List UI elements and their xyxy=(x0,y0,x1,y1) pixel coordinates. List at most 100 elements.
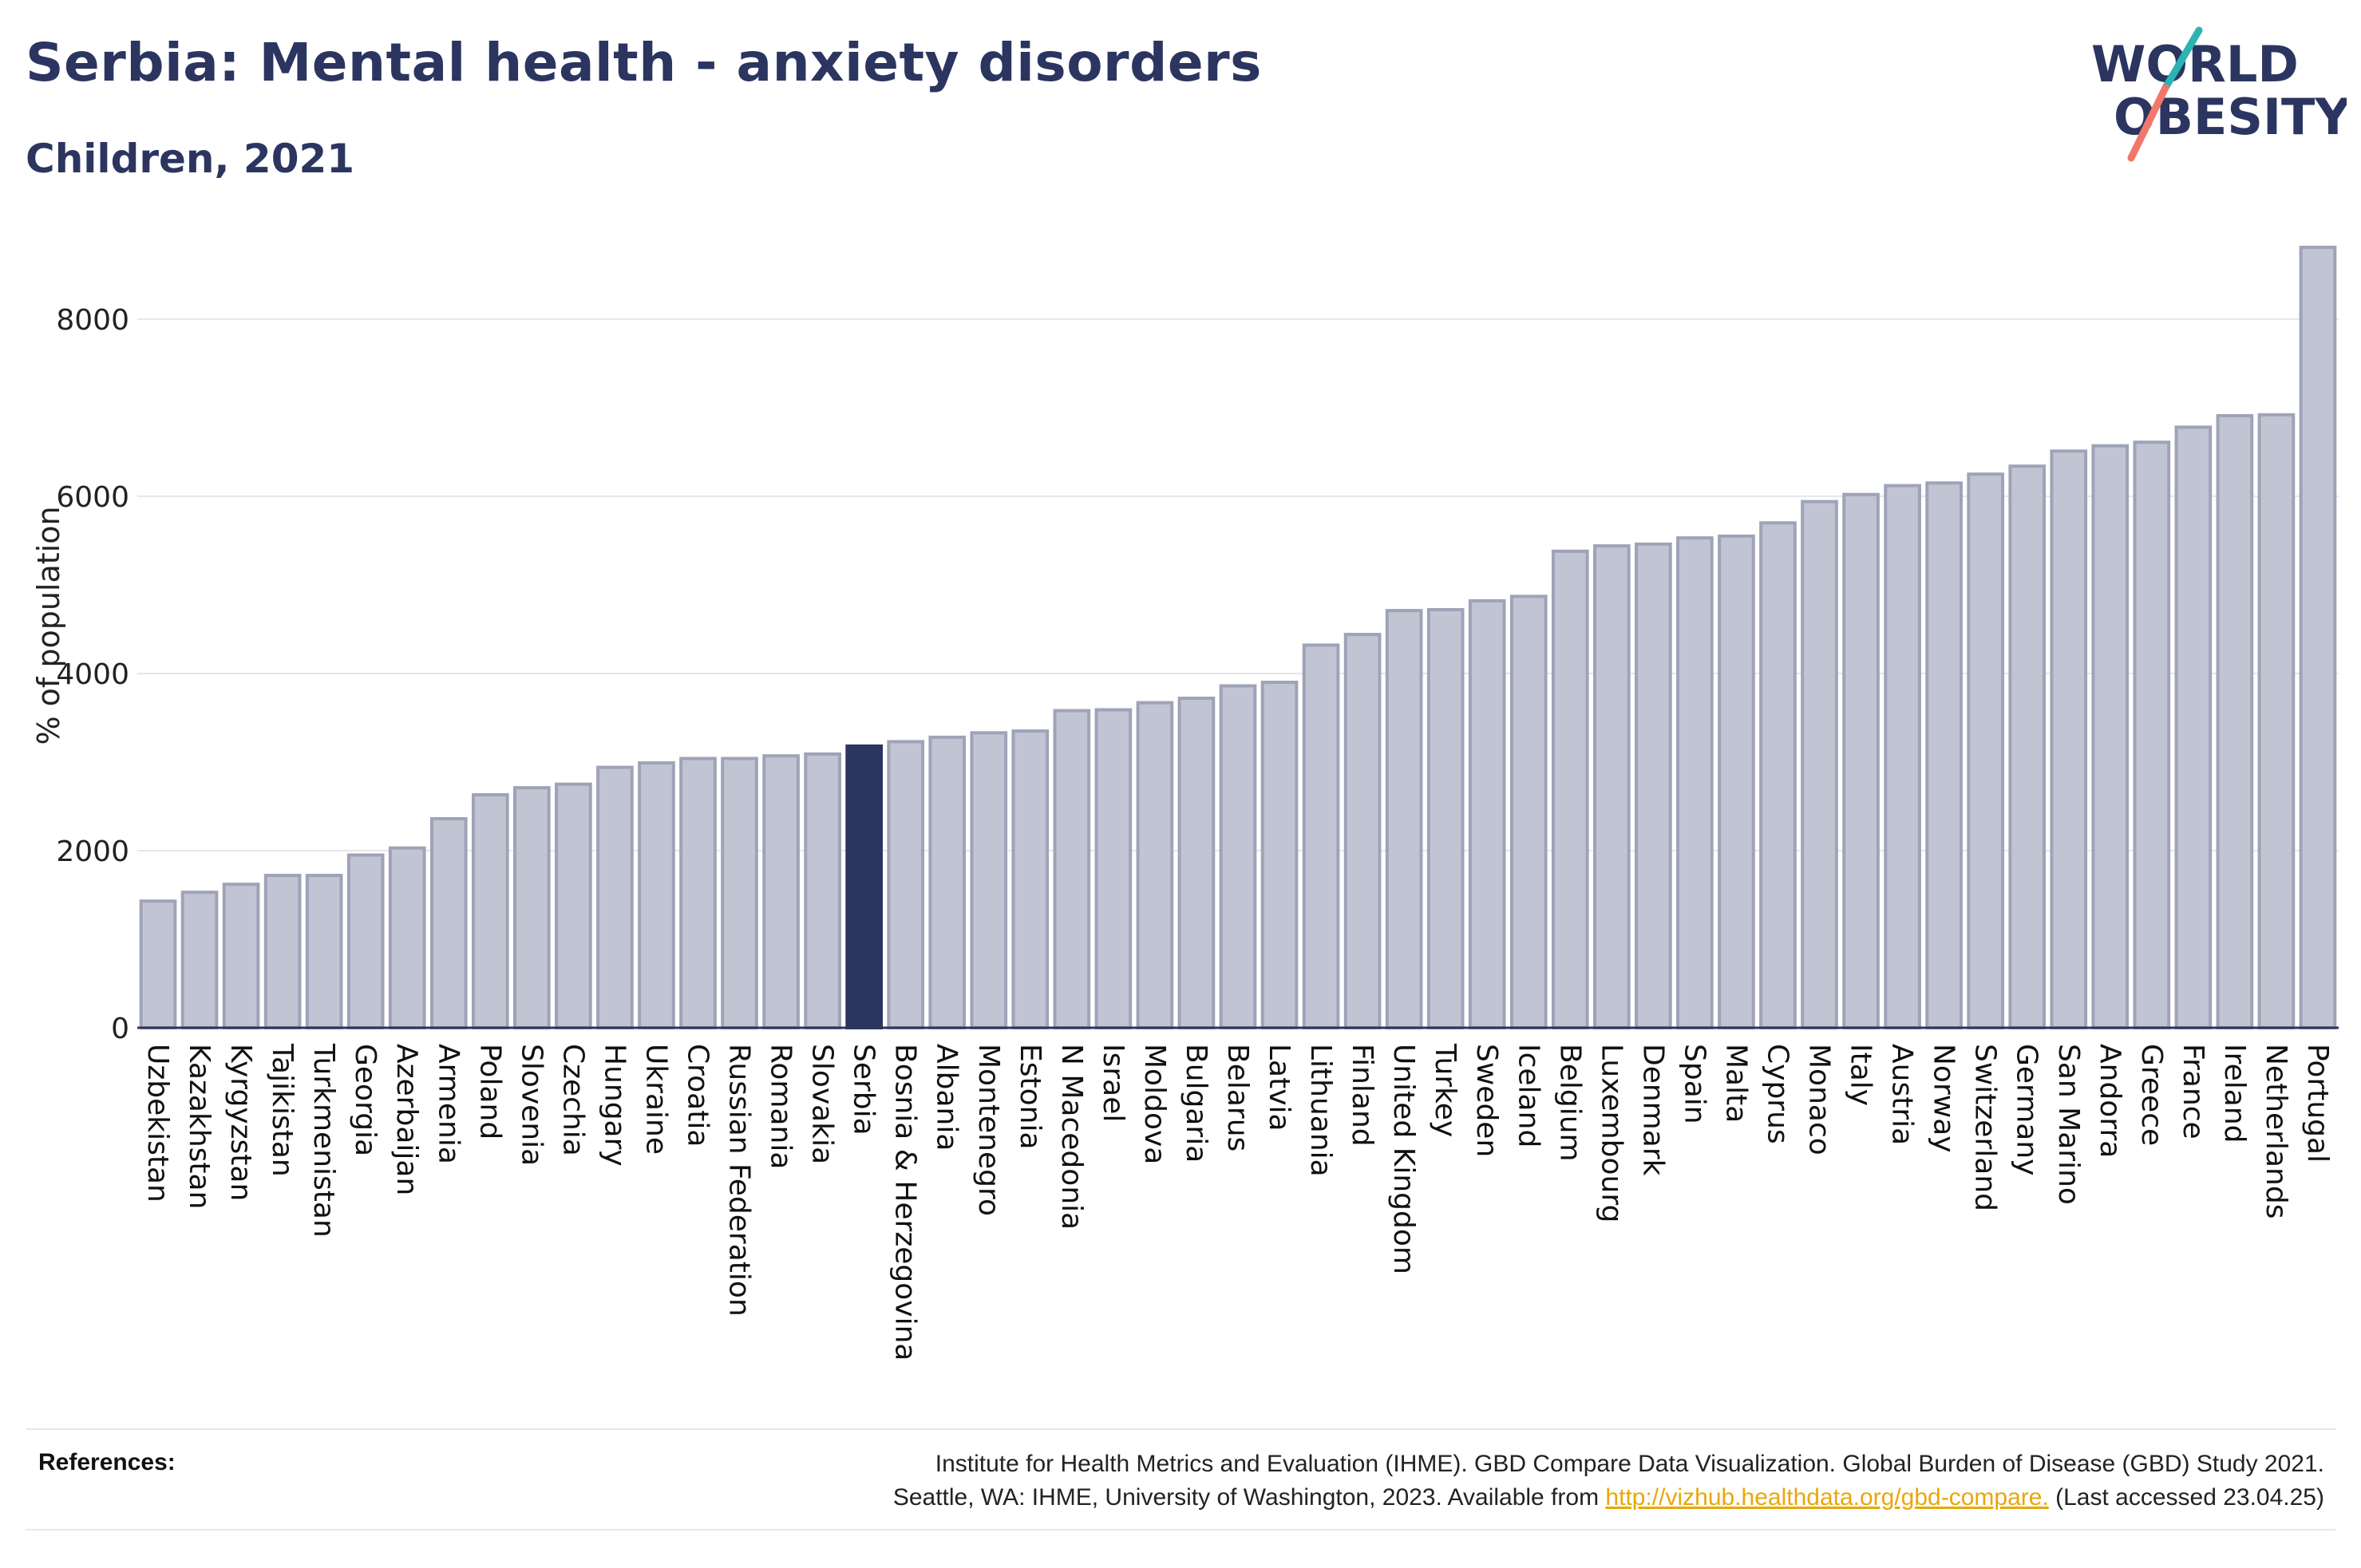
y-tick-label: 0 xyxy=(111,1013,129,1045)
bar xyxy=(928,735,967,1029)
x-tick-label: Belarus xyxy=(1221,1044,1254,1151)
x-tick-label: Bulgaria xyxy=(1180,1044,1212,1163)
x-tick-label: Belgium xyxy=(1553,1044,1586,1162)
bar xyxy=(2174,425,2213,1029)
references-text: Institute for Health Metrics and Evaluat… xyxy=(893,1448,2324,1515)
x-tick-label: N Macedonia xyxy=(1055,1044,1088,1230)
bar xyxy=(887,740,925,1029)
x-tick-label: Lithuania xyxy=(1304,1044,1337,1177)
references-link[interactable]: http://vizhub.healthdata.org/gbd-compare… xyxy=(1605,1484,2049,1511)
bar xyxy=(2216,413,2254,1029)
x-tick-label: Kyrgyzstan xyxy=(224,1044,257,1201)
bar xyxy=(1260,681,1299,1029)
bar xyxy=(2050,449,2088,1029)
bar xyxy=(2299,245,2337,1029)
bar xyxy=(638,761,675,1029)
bar xyxy=(1759,521,1797,1029)
x-tick-label: Germany xyxy=(2011,1044,2043,1175)
bar xyxy=(762,754,800,1029)
bar xyxy=(1676,536,1714,1029)
y-axis-label: % of population xyxy=(31,506,66,745)
bar xyxy=(305,874,343,1029)
bar-chart: 0 2000 4000 6000 8000 Uzbekistan Kazakhstan Ky… xyxy=(31,245,2339,1361)
x-tick-label: Slovakia xyxy=(806,1044,839,1164)
bar xyxy=(1967,472,2005,1029)
bar xyxy=(679,756,717,1029)
logo-line1: WORLD xyxy=(2091,35,2299,93)
bar xyxy=(2091,444,2130,1029)
x-tick-label: Uzbekistan xyxy=(141,1044,174,1203)
bar xyxy=(139,899,177,1029)
x-tick-label: Russian Federation xyxy=(723,1044,756,1317)
x-tick-label: Slovenia xyxy=(515,1044,548,1166)
chart-title: Serbia: Mental health - anxiety disorder… xyxy=(26,32,1262,93)
x-tick-label: Italy xyxy=(1845,1044,1877,1106)
references-label: References: xyxy=(38,1449,176,1475)
x-tick-label: Andorra xyxy=(2094,1044,2126,1158)
x-tick-label: Armenia xyxy=(432,1044,465,1164)
bar xyxy=(804,752,841,1029)
y-tick-label: 4000 xyxy=(56,658,129,691)
bar xyxy=(180,891,219,1030)
x-tick-label: Portugal xyxy=(2301,1044,2334,1163)
world-obesity-logo: WORLD OBESITY xyxy=(2091,26,2347,162)
x-tick-label: Turkmenistan xyxy=(307,1043,340,1238)
bar xyxy=(1094,708,1133,1029)
bar xyxy=(1925,481,1963,1029)
x-tick-label: Ireland xyxy=(2218,1044,2251,1143)
chart-subtitle: Children, 2021 xyxy=(26,136,355,182)
bar xyxy=(1177,697,1216,1029)
bar xyxy=(1593,544,1631,1029)
x-axis-labels: Uzbekistan Kazakhstan Kyrgyzstan Tajikistan… xyxy=(141,1043,2334,1361)
bar xyxy=(346,853,385,1029)
bar-highlight xyxy=(845,744,883,1029)
logo-slash-teal xyxy=(2161,26,2203,92)
references-line1: Institute for Health Metrics and Evaluat… xyxy=(935,1451,2324,1477)
references-line2-suffix: (Last accessed 23.04.25) xyxy=(2048,1484,2324,1511)
bar xyxy=(1053,709,1091,1029)
x-tick-label: Denmark xyxy=(1636,1044,1669,1176)
x-tick-label: Latvia xyxy=(1263,1044,1295,1132)
bar xyxy=(2257,413,2296,1029)
x-tick-label: Austria xyxy=(1886,1044,1919,1145)
y-tick-label: 2000 xyxy=(56,835,129,868)
x-tick-label: Monaco xyxy=(1803,1044,1836,1155)
x-tick-label: Greece xyxy=(2135,1044,2168,1146)
x-tick-label: Hungary xyxy=(598,1044,631,1167)
x-tick-label: San Marino xyxy=(2052,1044,2085,1205)
bar xyxy=(1385,609,1423,1029)
bar xyxy=(1011,729,1050,1029)
x-tick-label: Bosnia & Herzegovina xyxy=(889,1044,922,1361)
x-tick-label: Georgia xyxy=(349,1044,382,1156)
y-tick-label: 8000 xyxy=(56,304,129,337)
bar xyxy=(721,756,758,1029)
bar xyxy=(1343,633,1382,1029)
bar xyxy=(1468,598,1506,1029)
x-tick-label: Poland xyxy=(473,1044,506,1139)
bars xyxy=(139,245,2337,1030)
bar xyxy=(1635,542,1672,1029)
x-tick-label: Serbia xyxy=(848,1044,880,1136)
bar xyxy=(2133,440,2171,1029)
bar xyxy=(1842,492,1880,1029)
references-line2: Seattle, WA: IHME, University of Washing… xyxy=(893,1481,2324,1515)
bar xyxy=(388,846,426,1030)
bar xyxy=(429,817,468,1029)
bar xyxy=(1884,484,1921,1029)
x-tick-label: Cyprus xyxy=(1761,1044,1793,1144)
x-tick-label: Estonia xyxy=(1014,1044,1046,1150)
x-tick-label: United Kingdom xyxy=(1387,1044,1420,1274)
x-tick-label: Israel xyxy=(1097,1044,1129,1122)
bar xyxy=(2008,464,2047,1029)
x-tick-label: Turkey xyxy=(1429,1043,1461,1137)
bar xyxy=(1302,643,1340,1029)
x-tick-label: Romania xyxy=(765,1044,797,1169)
bar xyxy=(1718,534,1755,1029)
x-tick-label: Czechia xyxy=(556,1044,589,1156)
x-tick-label: Spain xyxy=(1678,1044,1710,1124)
x-tick-label: Netherlands xyxy=(2260,1044,2292,1218)
bar xyxy=(1801,500,1838,1029)
x-tick-label: Montenegro xyxy=(972,1044,1005,1216)
y-axis-ticks: 0 2000 4000 6000 8000 xyxy=(56,304,129,1045)
x-tick-label: Iceland xyxy=(1512,1044,1544,1147)
